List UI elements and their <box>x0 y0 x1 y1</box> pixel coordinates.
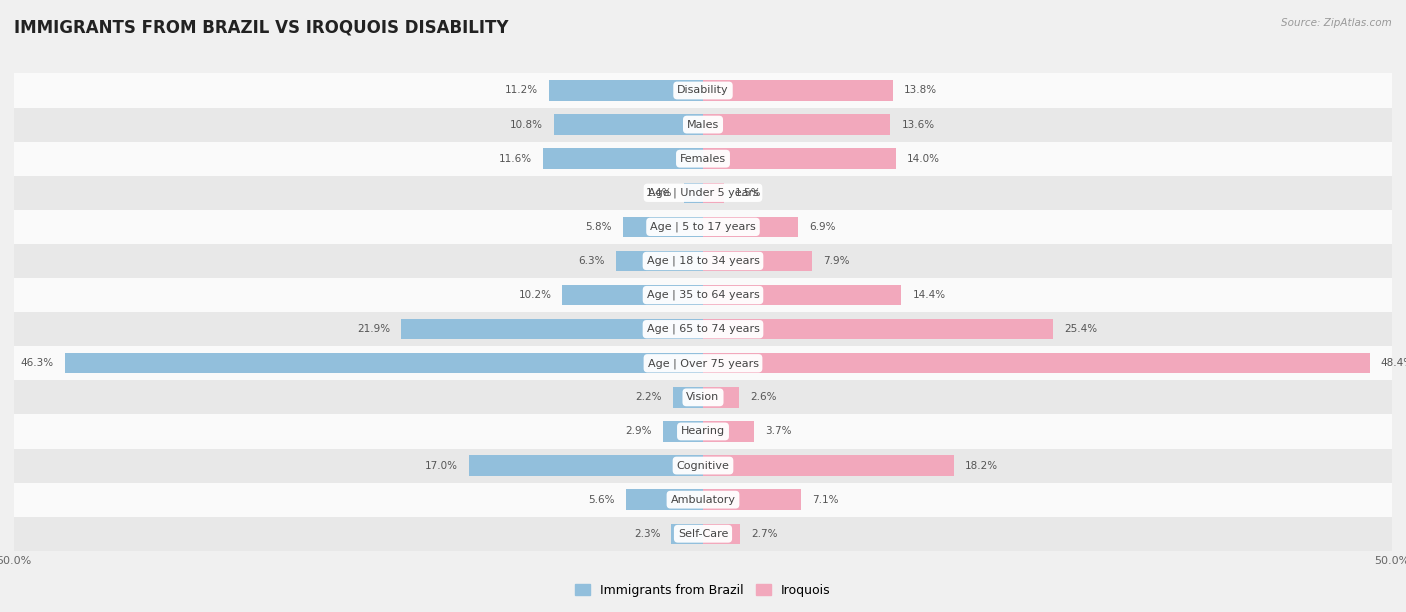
Text: 18.2%: 18.2% <box>965 461 998 471</box>
Bar <box>548 80 703 101</box>
Text: 11.2%: 11.2% <box>505 86 537 95</box>
Bar <box>14 312 1392 346</box>
Bar <box>543 149 703 169</box>
Bar <box>672 387 703 408</box>
Text: 2.9%: 2.9% <box>626 427 652 436</box>
Text: Vision: Vision <box>686 392 720 402</box>
Bar <box>14 483 1392 517</box>
Text: 17.0%: 17.0% <box>425 461 458 471</box>
Bar <box>14 278 1392 312</box>
Bar <box>664 421 703 442</box>
Bar <box>703 149 896 169</box>
Text: Ambulatory: Ambulatory <box>671 494 735 505</box>
Text: 1.4%: 1.4% <box>647 188 672 198</box>
Bar <box>14 141 1392 176</box>
Bar <box>616 251 703 271</box>
Text: 48.4%: 48.4% <box>1381 358 1406 368</box>
Text: Age | Over 75 years: Age | Over 75 years <box>648 358 758 368</box>
Text: Source: ZipAtlas.com: Source: ZipAtlas.com <box>1281 18 1392 28</box>
Bar <box>14 176 1392 210</box>
Bar <box>623 217 703 237</box>
Text: Age | Under 5 years: Age | Under 5 years <box>648 187 758 198</box>
Bar <box>468 455 703 476</box>
Text: 10.2%: 10.2% <box>519 290 551 300</box>
Bar <box>14 108 1392 141</box>
Text: 10.8%: 10.8% <box>510 119 543 130</box>
Text: 5.6%: 5.6% <box>588 494 614 505</box>
Text: Females: Females <box>681 154 725 163</box>
Text: Age | 65 to 74 years: Age | 65 to 74 years <box>647 324 759 334</box>
Bar <box>14 73 1392 108</box>
Text: 14.0%: 14.0% <box>907 154 941 163</box>
Text: Age | 18 to 34 years: Age | 18 to 34 years <box>647 256 759 266</box>
Text: 7.9%: 7.9% <box>823 256 849 266</box>
Bar <box>671 523 703 544</box>
Bar <box>626 490 703 510</box>
Bar <box>703 251 811 271</box>
Text: 2.2%: 2.2% <box>636 392 662 402</box>
Text: 11.6%: 11.6% <box>499 154 531 163</box>
Bar <box>65 353 703 373</box>
Text: 21.9%: 21.9% <box>357 324 391 334</box>
Text: Self-Care: Self-Care <box>678 529 728 539</box>
Text: 13.6%: 13.6% <box>901 119 935 130</box>
Bar <box>683 182 703 203</box>
Bar <box>703 523 740 544</box>
Bar <box>703 490 801 510</box>
Text: 14.4%: 14.4% <box>912 290 946 300</box>
Text: 6.3%: 6.3% <box>579 256 605 266</box>
Bar <box>14 449 1392 483</box>
Text: Cognitive: Cognitive <box>676 461 730 471</box>
Text: 46.3%: 46.3% <box>21 358 53 368</box>
Bar <box>14 346 1392 380</box>
Bar <box>14 517 1392 551</box>
Bar <box>554 114 703 135</box>
Text: 25.4%: 25.4% <box>1064 324 1097 334</box>
Text: 3.7%: 3.7% <box>765 427 792 436</box>
Text: Disability: Disability <box>678 86 728 95</box>
Bar <box>562 285 703 305</box>
Bar <box>703 80 893 101</box>
Text: 1.5%: 1.5% <box>735 188 761 198</box>
Text: Age | 35 to 64 years: Age | 35 to 64 years <box>647 290 759 300</box>
Bar <box>703 353 1369 373</box>
Text: 2.3%: 2.3% <box>634 529 661 539</box>
Bar <box>703 114 890 135</box>
Text: 5.8%: 5.8% <box>585 222 612 232</box>
Text: Males: Males <box>688 119 718 130</box>
Bar <box>401 319 703 340</box>
Bar <box>703 182 724 203</box>
Text: 2.7%: 2.7% <box>751 529 778 539</box>
Bar <box>703 421 754 442</box>
Text: 2.6%: 2.6% <box>749 392 776 402</box>
Text: 6.9%: 6.9% <box>808 222 835 232</box>
Bar <box>703 285 901 305</box>
Bar <box>703 387 738 408</box>
Bar <box>703 217 799 237</box>
Text: Age | 5 to 17 years: Age | 5 to 17 years <box>650 222 756 232</box>
Legend: Immigrants from Brazil, Iroquois: Immigrants from Brazil, Iroquois <box>569 579 837 602</box>
Bar <box>14 380 1392 414</box>
Text: IMMIGRANTS FROM BRAZIL VS IROQUOIS DISABILITY: IMMIGRANTS FROM BRAZIL VS IROQUOIS DISAB… <box>14 18 509 36</box>
Text: Hearing: Hearing <box>681 427 725 436</box>
Bar <box>14 244 1392 278</box>
Bar <box>703 319 1053 340</box>
Bar <box>14 414 1392 449</box>
Bar <box>14 210 1392 244</box>
Bar <box>703 455 953 476</box>
Text: 13.8%: 13.8% <box>904 86 938 95</box>
Text: 7.1%: 7.1% <box>811 494 838 505</box>
